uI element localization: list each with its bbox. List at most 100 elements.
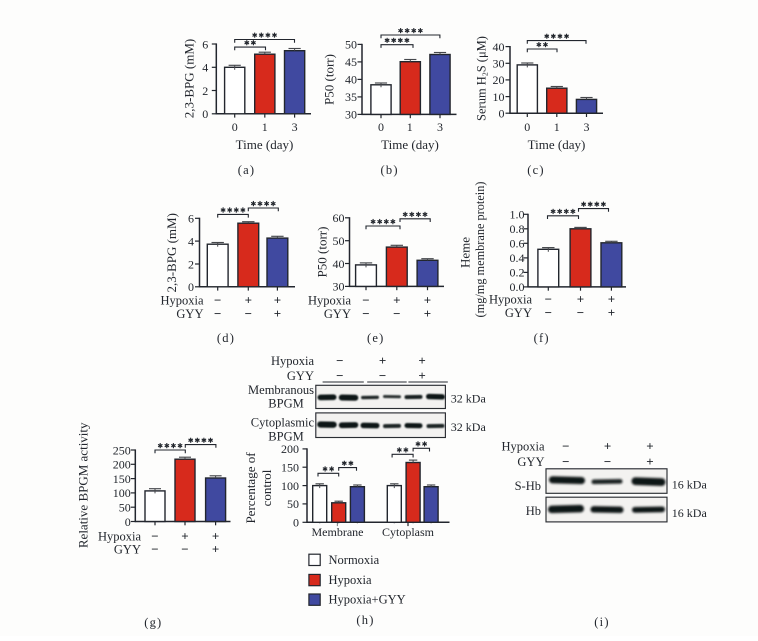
svg-text:−: − [604, 454, 611, 469]
svg-text:Hypoxia: Hypoxia [308, 294, 352, 308]
svg-text:−: − [362, 306, 369, 321]
svg-text:+: + [604, 439, 611, 454]
svg-text:2,3-BPG (mM): 2,3-BPG (mM) [182, 39, 197, 118]
svg-text:−: − [151, 529, 158, 544]
svg-text:GYY: GYY [517, 455, 544, 469]
svg-text:(g): (g) [144, 616, 162, 630]
svg-text:+: + [418, 368, 425, 383]
svg-text:Hypoxia: Hypoxia [98, 530, 142, 544]
svg-text:1: 1 [407, 120, 413, 134]
svg-text:0: 0 [202, 107, 208, 121]
svg-text:−: − [562, 439, 569, 454]
svg-text:60: 60 [333, 211, 345, 225]
svg-text:Hypoxia: Hypoxia [160, 294, 204, 308]
svg-text:45: 45 [345, 55, 357, 69]
svg-text:+: + [608, 292, 615, 307]
svg-text:1: 1 [554, 120, 560, 134]
svg-text:0: 0 [232, 120, 238, 134]
svg-text:Serum H2S (μM): Serum H2S (μM) [475, 36, 490, 121]
svg-text:4: 4 [188, 234, 194, 248]
svg-text:−: − [214, 306, 221, 321]
svg-text:Time (day): Time (day) [528, 137, 586, 152]
svg-text:0: 0 [524, 120, 530, 134]
svg-text:Membranous: Membranous [248, 383, 314, 397]
svg-text:P50 (torr): P50 (torr) [322, 54, 337, 105]
svg-text:Hypoxia: Hypoxia [501, 440, 545, 454]
svg-text:Cytoplasmic: Cytoplasmic [251, 415, 315, 429]
svg-text:Membrane: Membrane [312, 525, 364, 539]
svg-text:+: + [393, 293, 400, 308]
svg-text:+: + [646, 439, 653, 454]
svg-text:(d): (d) [217, 331, 235, 345]
svg-text:50: 50 [287, 497, 299, 511]
svg-text:+: + [379, 353, 386, 368]
svg-text:0: 0 [499, 107, 505, 121]
svg-text:−: − [151, 542, 158, 557]
svg-text:32 kDa: 32 kDa [451, 420, 487, 434]
svg-text:GYY: GYY [114, 543, 141, 557]
svg-text:0: 0 [188, 280, 194, 294]
svg-text:(c): (c) [527, 163, 544, 177]
svg-text:0.0: 0.0 [510, 280, 525, 294]
svg-text:0.6: 0.6 [510, 237, 525, 251]
svg-text:Hypoxia: Hypoxia [489, 293, 533, 307]
svg-text:GYY: GYY [324, 307, 351, 321]
svg-text:0: 0 [378, 120, 384, 134]
svg-text:−: − [336, 368, 343, 383]
svg-text:3: 3 [584, 120, 590, 134]
svg-text:(f): (f) [534, 331, 550, 345]
svg-text:200: 200 [113, 458, 131, 472]
svg-text:1: 1 [262, 120, 268, 134]
svg-text:20: 20 [493, 73, 505, 87]
svg-text:GYY: GYY [287, 369, 314, 383]
svg-text:30: 30 [333, 280, 345, 294]
svg-text:S-Hb: S-Hb [515, 479, 541, 493]
svg-text:P50 (torr): P50 (torr) [315, 227, 330, 278]
svg-text:+: + [274, 293, 281, 308]
svg-text:10: 10 [493, 90, 505, 104]
svg-text:0.4: 0.4 [510, 251, 525, 265]
svg-text:GYY: GYY [176, 307, 203, 321]
svg-text:3: 3 [292, 120, 298, 134]
svg-text:+: + [418, 353, 425, 368]
svg-text:BPGM: BPGM [268, 397, 303, 411]
svg-text:150: 150 [113, 472, 131, 486]
svg-text:−: − [336, 353, 343, 368]
svg-text:+: + [646, 454, 653, 469]
svg-text:(a): (a) [238, 163, 255, 177]
svg-text:0: 0 [125, 515, 131, 529]
svg-text:100: 100 [113, 486, 131, 500]
svg-text:250: 250 [113, 443, 131, 457]
svg-text:+: + [608, 305, 615, 320]
svg-text:2,3-BPG (mM): 2,3-BPG (mM) [164, 213, 179, 292]
svg-text:100: 100 [281, 479, 299, 493]
svg-text:+: + [212, 542, 219, 557]
svg-text:−: − [379, 368, 386, 383]
svg-text:2: 2 [202, 84, 208, 98]
svg-text:Hypoxia: Hypoxia [271, 354, 315, 368]
svg-text:−: − [245, 306, 252, 321]
svg-text:Hypoxia: Hypoxia [329, 573, 373, 587]
svg-text:Cytoplasm: Cytoplasm [382, 525, 435, 539]
svg-text:6: 6 [188, 212, 194, 226]
svg-text:(e): (e) [367, 331, 384, 345]
svg-text:16 kDa: 16 kDa [672, 478, 708, 492]
svg-text:Percentage of: Percentage of [243, 452, 258, 524]
svg-text:(i): (i) [594, 615, 609, 629]
svg-text:(mg/mg membrane protein): (mg/mg membrane protein) [473, 182, 487, 318]
svg-text:GYY: GYY [505, 306, 532, 320]
svg-text:Time (day): Time (day) [236, 137, 294, 152]
svg-text:16 kDa: 16 kDa [672, 506, 708, 520]
svg-text:30: 30 [493, 57, 505, 71]
svg-text:Heme: Heme [458, 237, 473, 268]
svg-text:0: 0 [293, 516, 299, 530]
svg-text:−: − [545, 292, 552, 307]
svg-text:0.2: 0.2 [510, 266, 525, 280]
svg-text:+: + [181, 529, 188, 544]
svg-text:+: + [424, 293, 431, 308]
svg-text:3: 3 [437, 120, 443, 134]
svg-text:−: − [577, 305, 584, 320]
svg-text:32 kDa: 32 kDa [451, 391, 487, 405]
svg-text:Relative BPGM activity: Relative BPGM activity [76, 422, 91, 548]
svg-text:+: + [577, 292, 584, 307]
